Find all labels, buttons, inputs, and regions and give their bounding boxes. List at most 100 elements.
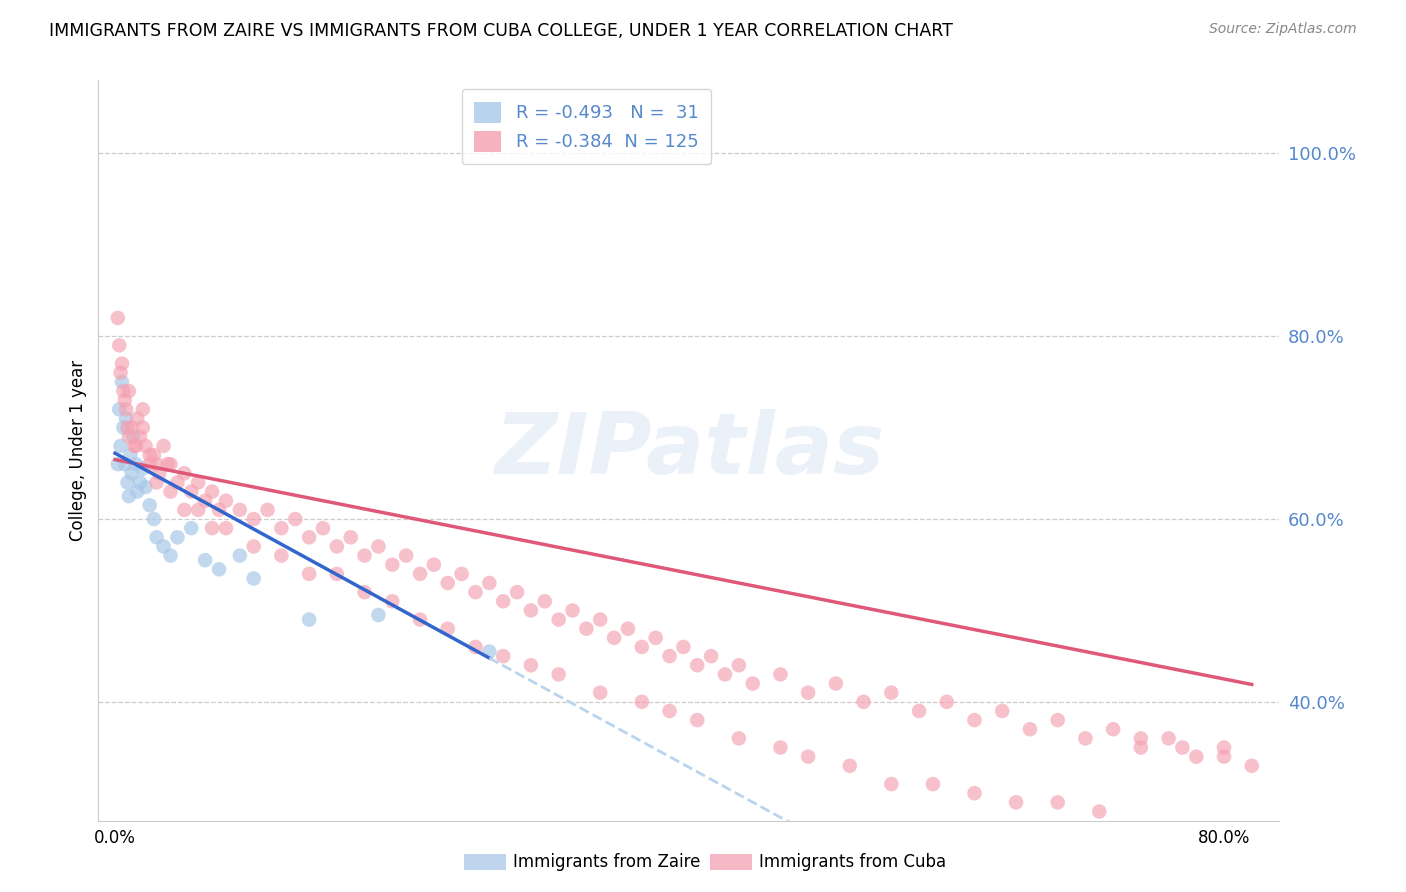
Point — [152, 540, 174, 554]
Point — [492, 649, 515, 664]
Point — [367, 607, 389, 622]
Point — [111, 357, 134, 371]
Text: IMMIGRANTS FROM ZAIRE VS IMMIGRANTS FROM CUBA COLLEGE, UNDER 1 YEAR CORRELATION : IMMIGRANTS FROM ZAIRE VS IMMIGRANTS FROM… — [49, 22, 953, 40]
Point — [115, 411, 138, 425]
Text: Immigrants from Zaire: Immigrants from Zaire — [513, 853, 700, 871]
Point — [686, 658, 709, 673]
Point — [547, 667, 569, 681]
Point — [880, 686, 903, 700]
Point — [135, 480, 157, 494]
Point — [741, 676, 763, 690]
Point — [1171, 740, 1194, 755]
Point — [1019, 723, 1042, 737]
Point — [1185, 749, 1208, 764]
Point — [124, 439, 146, 453]
Point — [880, 777, 903, 791]
Point — [132, 420, 155, 434]
Point — [284, 512, 307, 526]
Point — [727, 731, 749, 746]
Point — [115, 402, 138, 417]
Point — [108, 402, 131, 417]
Point — [270, 549, 292, 563]
Point — [603, 631, 626, 645]
Point — [312, 521, 335, 535]
Point — [644, 631, 666, 645]
Point — [242, 571, 264, 585]
Point — [148, 467, 170, 481]
Point — [658, 704, 681, 718]
Point — [589, 686, 612, 700]
Point — [208, 562, 231, 576]
Point — [145, 530, 167, 544]
Point — [658, 649, 681, 664]
Point — [118, 430, 141, 444]
Point — [464, 585, 486, 599]
Point — [111, 375, 134, 389]
Point — [492, 594, 515, 608]
Point — [922, 777, 945, 791]
Point — [727, 658, 749, 673]
Point — [173, 467, 195, 481]
Point — [769, 667, 792, 681]
Point — [991, 704, 1014, 718]
Point — [450, 566, 472, 581]
Point — [825, 676, 848, 690]
Point — [152, 439, 174, 453]
Point — [506, 585, 529, 599]
Point — [1129, 731, 1152, 746]
Point — [298, 613, 321, 627]
Point — [256, 503, 278, 517]
Point — [142, 512, 165, 526]
Point — [561, 603, 583, 617]
Point — [215, 521, 238, 535]
Point — [1213, 740, 1236, 755]
Point — [963, 713, 986, 727]
Point — [381, 594, 404, 608]
Point — [672, 640, 695, 654]
Point — [1157, 731, 1180, 746]
Point — [201, 484, 224, 499]
Point — [159, 484, 181, 499]
Point — [194, 553, 217, 567]
Point — [112, 420, 135, 434]
Point — [118, 384, 141, 398]
Point — [159, 549, 181, 563]
Point — [110, 366, 132, 380]
Point — [121, 467, 143, 481]
Point — [1046, 713, 1069, 727]
Point — [107, 457, 129, 471]
Point — [714, 667, 737, 681]
Point — [145, 457, 167, 471]
Text: Immigrants from Cuba: Immigrants from Cuba — [759, 853, 946, 871]
Point — [180, 484, 202, 499]
Point — [121, 420, 143, 434]
Point — [326, 566, 349, 581]
Point — [339, 530, 361, 544]
Point — [132, 461, 155, 475]
Point — [935, 695, 957, 709]
Point — [1129, 740, 1152, 755]
Point — [215, 493, 238, 508]
Point — [229, 503, 252, 517]
Point — [129, 430, 152, 444]
Point — [1240, 759, 1263, 773]
Point — [409, 566, 432, 581]
Point — [520, 603, 543, 617]
Point — [478, 644, 501, 658]
Point — [423, 558, 446, 572]
Point — [145, 475, 167, 490]
Point — [132, 402, 155, 417]
Point — [173, 503, 195, 517]
Point — [367, 540, 389, 554]
Point — [575, 622, 598, 636]
Text: ZIPatlas: ZIPatlas — [494, 409, 884, 492]
Point — [117, 475, 139, 490]
Point — [180, 521, 202, 535]
Point — [142, 448, 165, 462]
Point — [138, 448, 160, 462]
Text: Source: ZipAtlas.com: Source: ZipAtlas.com — [1209, 22, 1357, 37]
Point — [129, 475, 152, 490]
Point — [464, 640, 486, 654]
Point — [229, 549, 252, 563]
Point — [353, 549, 375, 563]
